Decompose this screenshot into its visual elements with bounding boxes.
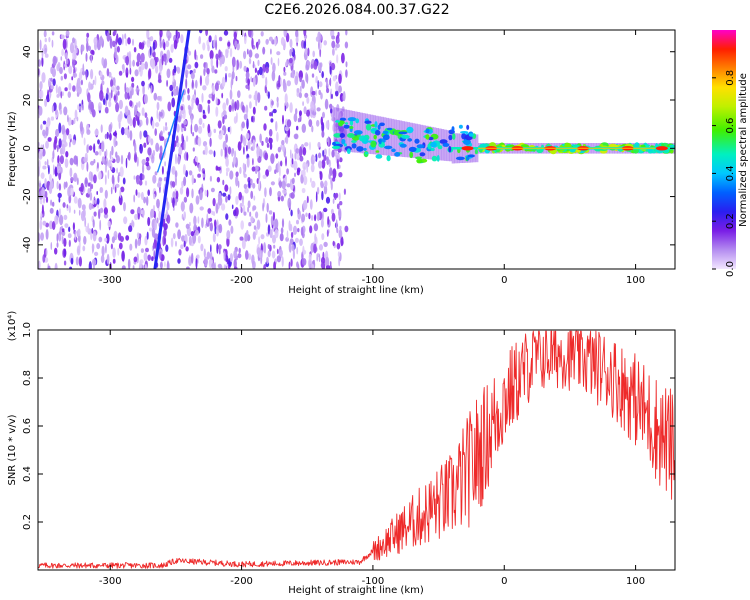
snr-panel: -300 -200 -100 0 100 0.2 0.4 0.6 0.8 1.0 Height …	[7, 311, 676, 596]
y-tick-label: 20	[22, 94, 33, 107]
colorbar-tick-label: 0.8	[725, 70, 736, 86]
y-tick-label: 1.0	[22, 322, 33, 338]
snr-frame	[37, 329, 676, 571]
colorbar-tick-label: 0.6	[725, 118, 736, 134]
spectrogram-y-ticks: -40 -20 0 20 40	[22, 45, 675, 253]
y-tick-label: 40	[22, 45, 33, 58]
colorbar: 0.0 0.2 0.4 0.6 0.8 Normalized spectral ampl…	[712, 30, 749, 277]
spectrogram-x-label: Height of straight line (km)	[288, 285, 424, 296]
snr-y-ticks: 0.2 0.4 0.6 0.8 1.0	[22, 322, 675, 530]
colorbar-ticks: 0.0 0.2 0.4 0.6 0.8	[712, 70, 736, 277]
y-tick-label: 0.6	[22, 418, 33, 434]
y-tick-label: 0	[22, 145, 33, 151]
spectrogram-heatmap	[38, 30, 675, 269]
figure-title: C2E6.2026.084.00.37.G22	[264, 2, 449, 18]
spectrogram-signal-track	[331, 107, 675, 164]
spectrogram-noise-field	[38, 30, 349, 269]
x-tick-label: 0	[501, 275, 507, 286]
colorbar-tick-label: 0.0	[725, 261, 736, 277]
x-tick-label: -100	[362, 576, 385, 587]
x-tick-label: -100	[362, 275, 385, 286]
x-tick-label: 0	[501, 576, 507, 587]
x-tick-label: -300	[99, 576, 122, 587]
y-tick-label: 0.4	[22, 466, 33, 482]
x-tick-label: 100	[626, 576, 645, 587]
spectrogram-frame	[37, 29, 676, 270]
spectrogram-y-label: Frequency (Hz)	[7, 111, 18, 187]
x-tick-label: 100	[626, 275, 645, 286]
y-tick-label: 0.8	[22, 370, 33, 386]
colorbar-gradient	[712, 30, 736, 269]
spectrogram-streak	[153, 30, 191, 269]
spectrogram-x-ticks: -300 -200 -100 0 100	[99, 30, 645, 286]
y-tick-label: 0.2	[22, 514, 33, 530]
colorbar-label: Normalized spectral amplitude	[738, 73, 749, 227]
x-tick-label: -200	[230, 275, 253, 286]
x-tick-label: -300	[99, 275, 122, 286]
snr-y-exponent: (x10⁴)	[7, 311, 18, 342]
colorbar-tick-label: 0.4	[725, 165, 736, 181]
y-tick-label: -20	[22, 188, 33, 204]
snr-x-label: Height of straight line (km)	[288, 585, 424, 596]
y-tick-label: -40	[22, 237, 33, 253]
colorbar-tick-label: 0.2	[725, 213, 736, 229]
snr-y-label: SNR (10 * v/v)	[7, 414, 18, 485]
x-tick-label: -200	[230, 576, 253, 587]
snr-x-ticks: -300 -200 -100 0 100	[99, 330, 645, 587]
snr-series-line	[37, 330, 675, 569]
